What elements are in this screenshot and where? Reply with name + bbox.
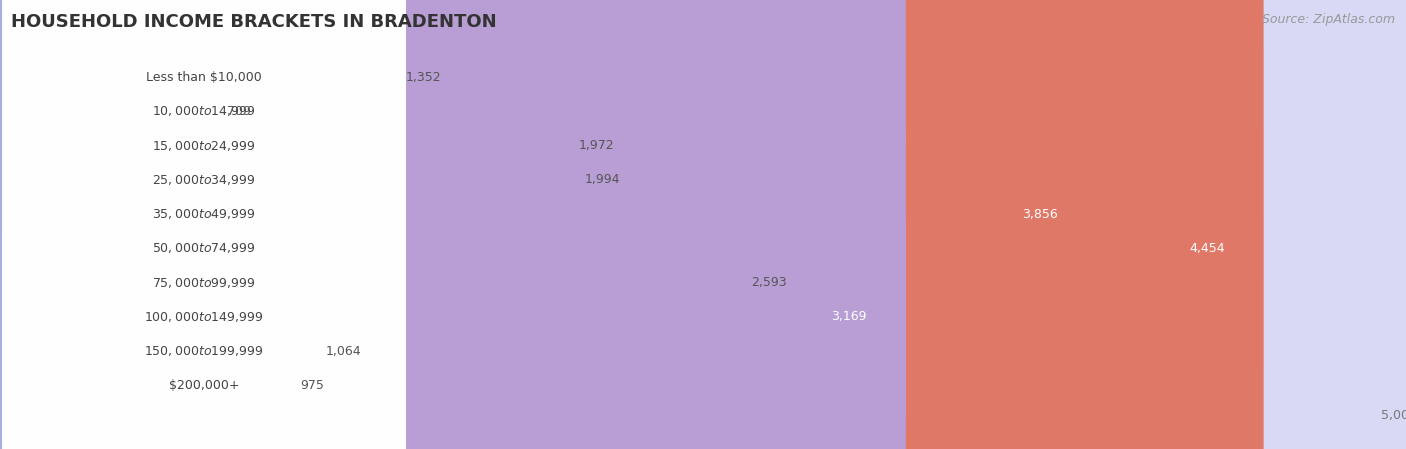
FancyBboxPatch shape [0,0,221,449]
Text: 975: 975 [301,379,325,392]
FancyBboxPatch shape [0,0,745,449]
FancyBboxPatch shape [0,0,1264,449]
FancyBboxPatch shape [3,0,406,449]
FancyBboxPatch shape [3,0,406,449]
FancyBboxPatch shape [0,0,295,449]
FancyBboxPatch shape [0,0,905,449]
FancyBboxPatch shape [3,0,406,449]
Text: $25,000 to $34,999: $25,000 to $34,999 [152,173,256,187]
Text: 1,994: 1,994 [585,173,620,186]
FancyBboxPatch shape [0,0,321,449]
Text: 3,856: 3,856 [1022,207,1059,220]
Text: Less than $10,000: Less than $10,000 [146,70,262,84]
FancyBboxPatch shape [3,0,406,449]
Text: 4,454: 4,454 [1189,242,1225,255]
Text: $50,000 to $74,999: $50,000 to $74,999 [152,242,256,255]
FancyBboxPatch shape [3,0,406,449]
Text: 3,169: 3,169 [831,310,868,323]
Text: $35,000 to $49,999: $35,000 to $49,999 [152,207,256,221]
Text: 1,064: 1,064 [326,344,361,357]
Text: $100,000 to $149,999: $100,000 to $149,999 [145,310,264,324]
FancyBboxPatch shape [3,0,406,449]
Text: $150,000 to $199,999: $150,000 to $199,999 [145,344,264,358]
FancyBboxPatch shape [0,0,1097,449]
Text: 1,972: 1,972 [578,139,614,152]
Text: $15,000 to $24,999: $15,000 to $24,999 [152,139,256,153]
FancyBboxPatch shape [0,0,579,449]
Text: $10,000 to $14,999: $10,000 to $14,999 [152,105,256,119]
FancyBboxPatch shape [0,0,572,449]
Text: 1,352: 1,352 [406,70,441,84]
Text: $200,000+: $200,000+ [169,379,239,392]
Text: HOUSEHOLD INCOME BRACKETS IN BRADENTON: HOUSEHOLD INCOME BRACKETS IN BRADENTON [11,13,496,31]
Text: Source: ZipAtlas.com: Source: ZipAtlas.com [1261,13,1395,26]
FancyBboxPatch shape [0,0,401,449]
Text: $75,000 to $99,999: $75,000 to $99,999 [152,276,256,290]
FancyBboxPatch shape [3,0,406,449]
Text: 2,593: 2,593 [751,276,787,289]
FancyBboxPatch shape [3,0,406,449]
FancyBboxPatch shape [3,0,406,449]
FancyBboxPatch shape [3,0,406,449]
Text: 709: 709 [226,105,250,118]
